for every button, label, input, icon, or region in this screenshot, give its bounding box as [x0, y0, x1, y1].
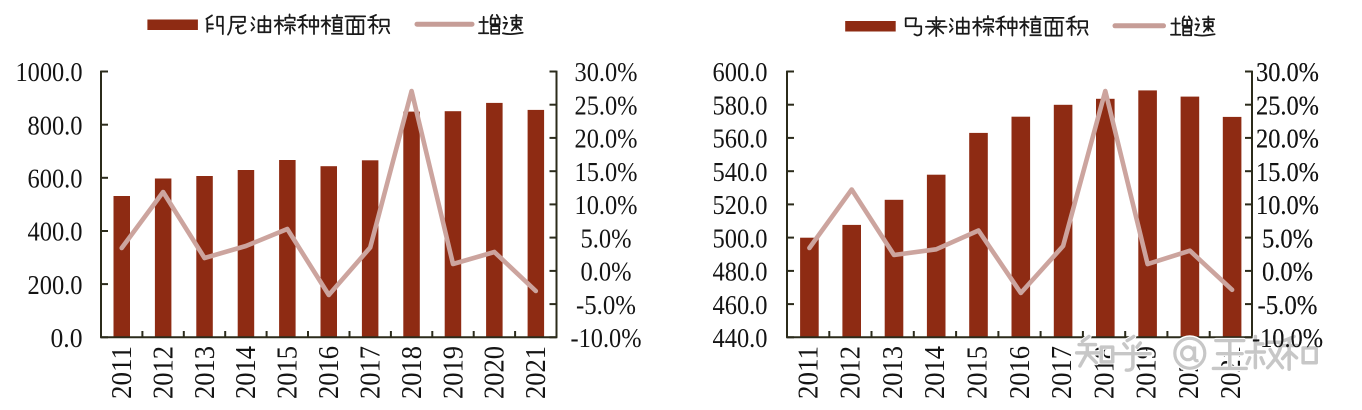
svg-text:25.0%: 25.0%: [1256, 90, 1319, 120]
svg-text:480.0: 480.0: [713, 257, 768, 287]
svg-text:560.0: 560.0: [713, 124, 768, 154]
svg-text:500.0: 500.0: [713, 223, 768, 253]
svg-text:10.0%: 10.0%: [575, 190, 638, 220]
svg-text:2012: 2012: [148, 346, 179, 399]
svg-text:600.0: 600.0: [713, 57, 768, 87]
svg-text:2018: 2018: [397, 346, 428, 399]
svg-text:5.0%: 5.0%: [1262, 223, 1313, 253]
svg-text:580.0: 580.0: [713, 90, 768, 120]
svg-text:20.0%: 20.0%: [1256, 124, 1319, 154]
svg-text:0.0%: 0.0%: [1262, 257, 1313, 287]
svg-text:10.0%: 10.0%: [1256, 190, 1319, 220]
svg-text:400.0: 400.0: [28, 217, 83, 247]
svg-text:20.0%: 20.0%: [1256, 124, 1319, 154]
svg-text:-10.0%: -10.0%: [1252, 323, 1323, 353]
svg-text:2017: 2017: [356, 346, 387, 399]
svg-text:15.0%: 15.0%: [575, 157, 638, 187]
svg-text:2019: 2019: [438, 346, 469, 399]
svg-text:10.0%: 10.0%: [1256, 190, 1319, 220]
svg-text:2016: 2016: [1005, 346, 1036, 399]
svg-text:800.0: 800.0: [28, 110, 83, 140]
svg-text:25.0%: 25.0%: [575, 90, 638, 120]
svg-text:20.0%: 20.0%: [575, 124, 638, 154]
svg-text:2015: 2015: [273, 346, 304, 399]
svg-text:2011: 2011: [793, 346, 824, 399]
svg-text:0.0%: 0.0%: [1262, 257, 1313, 287]
svg-text:520.0: 520.0: [713, 190, 768, 220]
svg-text:5.0%: 5.0%: [1262, 223, 1313, 253]
svg-text:25.0%: 25.0%: [1256, 90, 1319, 120]
svg-text:600.0: 600.0: [28, 164, 83, 194]
svg-text:-5.0%: -5.0%: [576, 290, 636, 320]
svg-text:540.0: 540.0: [713, 157, 768, 187]
svg-text:2014: 2014: [231, 346, 262, 399]
svg-text:30.0%: 30.0%: [575, 57, 638, 87]
svg-text:2013: 2013: [878, 346, 909, 399]
svg-text:200.0: 200.0: [28, 270, 83, 300]
svg-text:-5.0%: -5.0%: [1258, 290, 1318, 320]
svg-text:2021: 2021: [521, 346, 552, 399]
svg-text:2012: 2012: [836, 346, 867, 399]
svg-text:1000.0: 1000.0: [16, 57, 83, 87]
svg-text:0.0: 0.0: [51, 323, 83, 353]
svg-text:15.0%: 15.0%: [1256, 157, 1319, 187]
svg-text:30.0%: 30.0%: [1256, 57, 1319, 87]
svg-text:-10.0%: -10.0%: [571, 323, 642, 353]
svg-text:440.0: 440.0: [713, 323, 768, 353]
svg-text:2020: 2020: [480, 346, 511, 399]
svg-text:460.0: 460.0: [713, 290, 768, 320]
svg-text:2013: 2013: [190, 346, 221, 399]
svg-text:30.0%: 30.0%: [1256, 57, 1319, 87]
svg-text:15.0%: 15.0%: [1256, 157, 1319, 187]
svg-text:2015: 2015: [963, 346, 994, 399]
svg-text:5.0%: 5.0%: [581, 223, 632, 253]
svg-text:2017: 2017: [1047, 346, 1078, 399]
svg-text:-5.0%: -5.0%: [1258, 290, 1318, 320]
svg-text:2014: 2014: [920, 346, 951, 399]
svg-text:0.0%: 0.0%: [581, 257, 632, 287]
svg-text:2016: 2016: [314, 346, 345, 399]
svg-text:2011: 2011: [107, 346, 138, 399]
